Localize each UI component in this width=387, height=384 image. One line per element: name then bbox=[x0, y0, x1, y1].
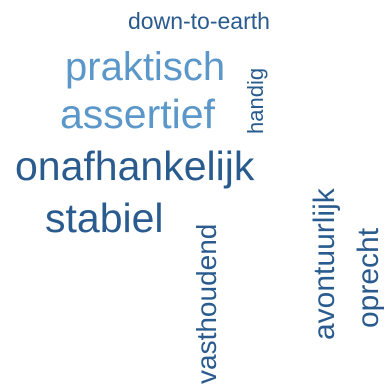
word-assertief: assertief bbox=[60, 91, 215, 137]
word-down-to-earth: down-to-earth bbox=[128, 8, 270, 34]
word-stabiel: stabiel bbox=[45, 195, 164, 241]
word-vasthoudend: vasthoudend bbox=[191, 223, 222, 384]
word-onafhankelijk: onafhankelijk bbox=[15, 143, 255, 189]
word-avontuurlijk: avontuurlijk bbox=[308, 188, 341, 340]
word-praktisch: praktisch bbox=[65, 45, 226, 89]
word-handig: handig bbox=[243, 67, 268, 134]
word-oprecht: oprecht bbox=[352, 227, 385, 328]
